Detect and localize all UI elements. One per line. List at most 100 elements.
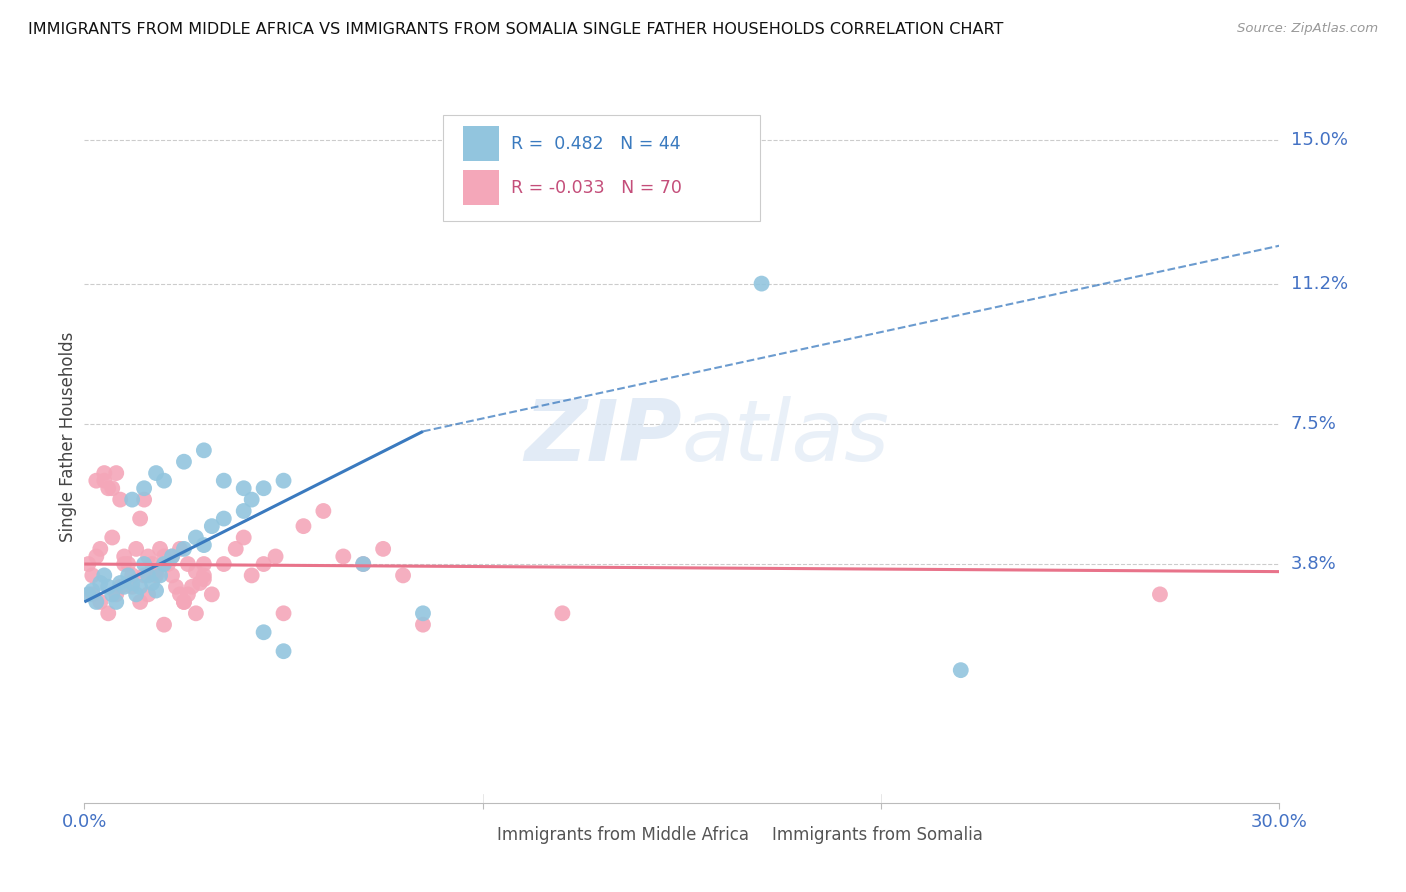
Point	[292, 519, 315, 533]
Text: atlas: atlas	[682, 395, 890, 479]
Point	[1149, 587, 1171, 601]
Point	[93, 474, 115, 488]
Point	[232, 504, 254, 518]
Point	[121, 492, 143, 507]
Point	[89, 576, 111, 591]
Text: 15.0%: 15.0%	[1291, 130, 1347, 149]
Point	[105, 466, 128, 480]
Point	[181, 580, 204, 594]
Point	[145, 583, 167, 598]
Point	[125, 587, 148, 601]
Point	[149, 568, 172, 582]
Point	[89, 541, 111, 556]
Point	[212, 511, 235, 525]
Point	[82, 583, 104, 598]
Point	[412, 617, 434, 632]
Point	[149, 541, 172, 556]
Point	[352, 557, 374, 571]
Point	[157, 557, 180, 571]
Point	[188, 576, 211, 591]
Point	[145, 565, 167, 579]
Point	[89, 595, 111, 609]
Point	[201, 519, 224, 533]
Text: R = -0.033   N = 70: R = -0.033 N = 70	[510, 178, 682, 196]
Point	[153, 557, 176, 571]
Point	[184, 531, 207, 545]
Point	[193, 568, 215, 582]
Point	[225, 541, 247, 556]
Point	[93, 568, 115, 582]
Text: Immigrants from Somalia: Immigrants from Somalia	[772, 826, 983, 844]
Text: ZIP: ZIP	[524, 395, 682, 479]
Point	[169, 587, 191, 601]
Point	[117, 568, 139, 582]
Point	[173, 595, 195, 609]
Bar	[463, 170, 499, 205]
Text: 11.2%: 11.2%	[1291, 275, 1348, 293]
Point	[121, 576, 143, 591]
Point	[412, 607, 434, 621]
Point	[132, 568, 156, 582]
Text: Source: ZipAtlas.com: Source: ZipAtlas.com	[1237, 22, 1378, 36]
Point	[273, 474, 295, 488]
Point	[173, 595, 195, 609]
Point	[264, 549, 287, 564]
Text: IMMIGRANTS FROM MIDDLE AFRICA VS IMMIGRANTS FROM SOMALIA SINGLE FATHER HOUSEHOLD: IMMIGRANTS FROM MIDDLE AFRICA VS IMMIGRA…	[28, 22, 1004, 37]
Text: 7.5%: 7.5%	[1291, 415, 1337, 433]
Point	[169, 541, 191, 556]
Point	[160, 568, 183, 582]
Point	[193, 443, 215, 458]
Point	[141, 576, 163, 591]
Point	[77, 587, 100, 601]
Point	[153, 549, 176, 564]
Point	[121, 580, 143, 594]
Point	[212, 557, 235, 571]
Point	[949, 663, 972, 677]
Point	[125, 541, 148, 556]
Point	[110, 580, 132, 594]
Bar	[735, 823, 766, 847]
Text: Immigrants from Middle Africa: Immigrants from Middle Africa	[496, 826, 748, 844]
Point	[212, 474, 235, 488]
Point	[136, 549, 159, 564]
Point	[184, 607, 207, 621]
Point	[97, 580, 120, 594]
Point	[121, 568, 143, 582]
Point	[193, 572, 215, 586]
Point	[177, 557, 200, 571]
Point	[110, 576, 132, 591]
Point	[77, 557, 100, 571]
Point	[101, 481, 124, 495]
Point	[86, 549, 108, 564]
Point	[551, 607, 574, 621]
Point	[105, 587, 128, 601]
Point	[193, 557, 215, 571]
Point	[136, 587, 159, 601]
Point	[240, 492, 263, 507]
Point	[132, 481, 156, 495]
Point	[232, 531, 254, 545]
Point	[173, 455, 195, 469]
Bar	[461, 823, 491, 847]
Point	[352, 557, 374, 571]
Point	[160, 549, 183, 564]
Point	[312, 504, 335, 518]
Point	[112, 557, 135, 571]
Point	[751, 277, 773, 291]
Point	[86, 474, 108, 488]
Point	[97, 481, 120, 495]
Point	[392, 568, 415, 582]
FancyBboxPatch shape	[443, 115, 759, 221]
Point	[97, 607, 120, 621]
Point	[273, 607, 295, 621]
Point	[129, 511, 152, 525]
Point	[117, 557, 139, 571]
Point	[93, 466, 115, 480]
Point	[145, 568, 167, 582]
Y-axis label: Single Father Households: Single Father Households	[59, 332, 77, 542]
Point	[136, 568, 159, 582]
Point	[141, 557, 163, 571]
Point	[101, 587, 124, 601]
Point	[132, 492, 156, 507]
Point	[332, 549, 354, 564]
